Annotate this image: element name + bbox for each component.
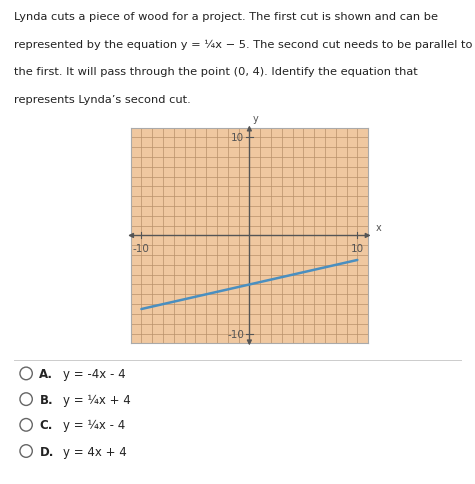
- Text: B.: B.: [39, 393, 53, 406]
- Text: the first. It will pass through the point (0, 4). Identify the equation that: the first. It will pass through the poin…: [14, 67, 418, 77]
- Text: 10: 10: [351, 244, 364, 254]
- Text: y = 4x + 4: y = 4x + 4: [63, 445, 127, 457]
- Text: represents Lynda’s second cut.: represents Lynda’s second cut.: [14, 95, 191, 105]
- Text: y = ¼x + 4: y = ¼x + 4: [63, 393, 131, 406]
- Text: y = -4x - 4: y = -4x - 4: [63, 367, 126, 380]
- Text: 10: 10: [231, 133, 244, 143]
- Text: C.: C.: [39, 419, 53, 431]
- Text: represented by the equation y = ¼x − 5. The second cut needs to be parallel to: represented by the equation y = ¼x − 5. …: [14, 40, 473, 50]
- Text: -10: -10: [227, 329, 244, 339]
- Text: D.: D.: [39, 445, 54, 457]
- Text: -10: -10: [133, 244, 150, 254]
- Text: y = ¼x - 4: y = ¼x - 4: [63, 419, 125, 431]
- Text: Lynda cuts a piece of wood for a project. The first cut is shown and can be: Lynda cuts a piece of wood for a project…: [14, 12, 438, 22]
- Text: y: y: [253, 113, 258, 123]
- Text: A.: A.: [39, 367, 53, 380]
- Text: x: x: [376, 222, 381, 232]
